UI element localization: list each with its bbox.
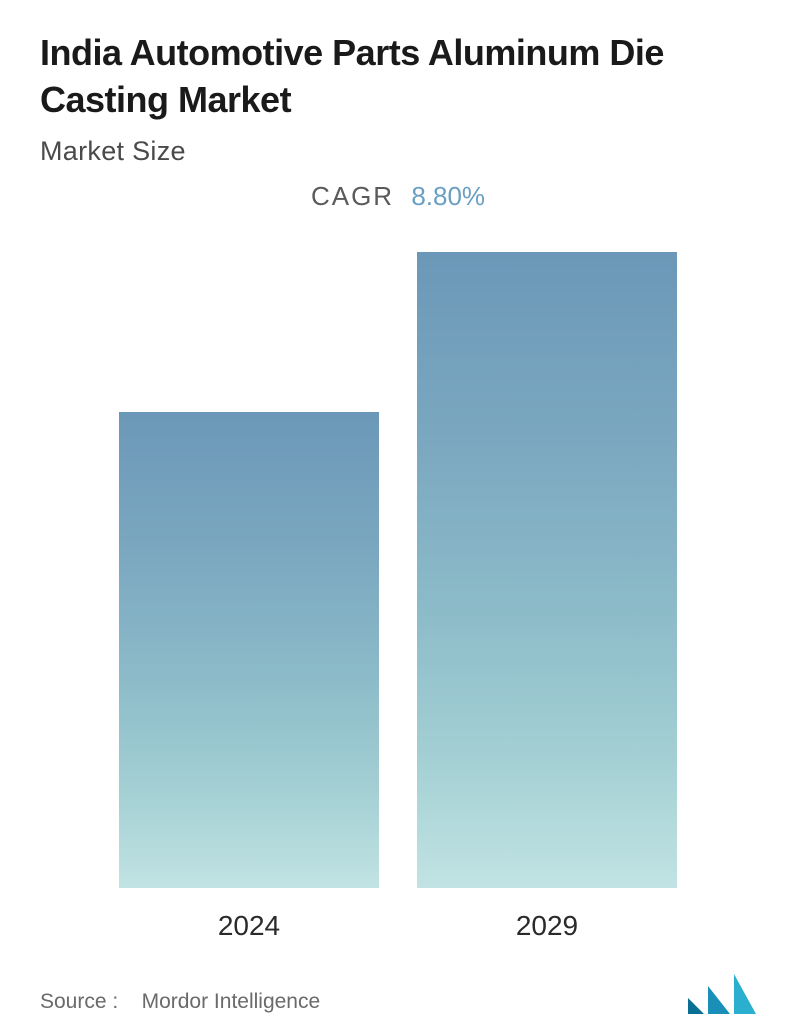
source-label: Source : xyxy=(40,990,118,1013)
mordor-logo-icon xyxy=(686,972,756,1014)
bar-group-0: 2024 xyxy=(119,412,379,942)
chart-subtitle: Market Size xyxy=(40,136,756,167)
bar-group-1: 2029 xyxy=(417,252,677,942)
footer: Source : Mordor Intelligence xyxy=(40,972,756,1014)
bar-0 xyxy=(119,412,379,888)
bar-label-1: 2029 xyxy=(516,910,578,942)
cagr-row: CAGR 8.80% xyxy=(40,181,756,212)
source-name: Mordor Intelligence xyxy=(142,990,321,1013)
cagr-value: 8.80% xyxy=(411,181,485,211)
bar-1 xyxy=(417,252,677,888)
chart-title: India Automotive Parts Aluminum Die Cast… xyxy=(40,30,756,124)
chart-area: 2024 2029 xyxy=(40,272,756,942)
bar-label-0: 2024 xyxy=(218,910,280,942)
cagr-label: CAGR xyxy=(311,181,394,211)
source-text: Source : Mordor Intelligence xyxy=(40,990,320,1014)
